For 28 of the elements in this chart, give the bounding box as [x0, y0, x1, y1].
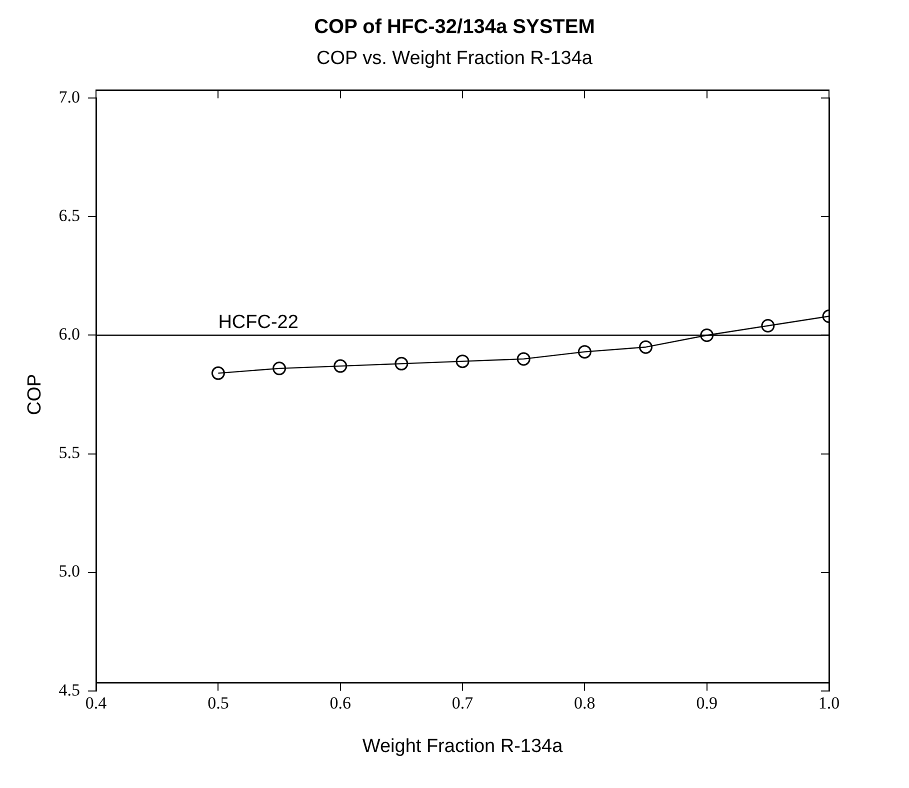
- point: [272, 362, 286, 376]
- y-axis-title: COP: [24, 374, 46, 416]
- x-tick-label: 0.8: [574, 693, 596, 712]
- x-tick-label: 0.4: [85, 693, 108, 712]
- chart-subtitle: COP vs. Weight Fraction R-134a: [316, 48, 594, 70]
- x-tick-label: 0.6: [330, 693, 351, 712]
- y-tick-label: 6.0: [58, 324, 80, 344]
- point: [211, 366, 225, 380]
- x-tick-label: 0.7: [452, 693, 474, 712]
- y-tick-label: 5.5: [58, 443, 80, 462]
- point: [700, 328, 714, 342]
- y-tick-label: 5.0: [58, 562, 80, 581]
- y-tick-label: 7.0: [58, 88, 80, 107]
- point: [761, 319, 775, 333]
- x-tick-label: 1.0: [818, 693, 840, 712]
- chart-title: COP of HFC-32/134a SYSTEM: [313, 16, 596, 39]
- point: [456, 354, 470, 368]
- ref-line-label: HCFC-22: [218, 312, 298, 333]
- x-tick-label: 0.5: [208, 693, 229, 712]
- x-axis-title: Weight Fraction R-134a: [362, 736, 564, 757]
- y-tick-label: 6.5: [58, 206, 80, 226]
- point: [334, 359, 348, 373]
- y-tick-label: 4.5: [58, 680, 80, 700]
- point: [394, 356, 408, 370]
- x-tick-label: 0.9: [696, 693, 718, 712]
- point: [516, 352, 530, 366]
- point: [578, 345, 592, 359]
- point: [639, 340, 653, 354]
